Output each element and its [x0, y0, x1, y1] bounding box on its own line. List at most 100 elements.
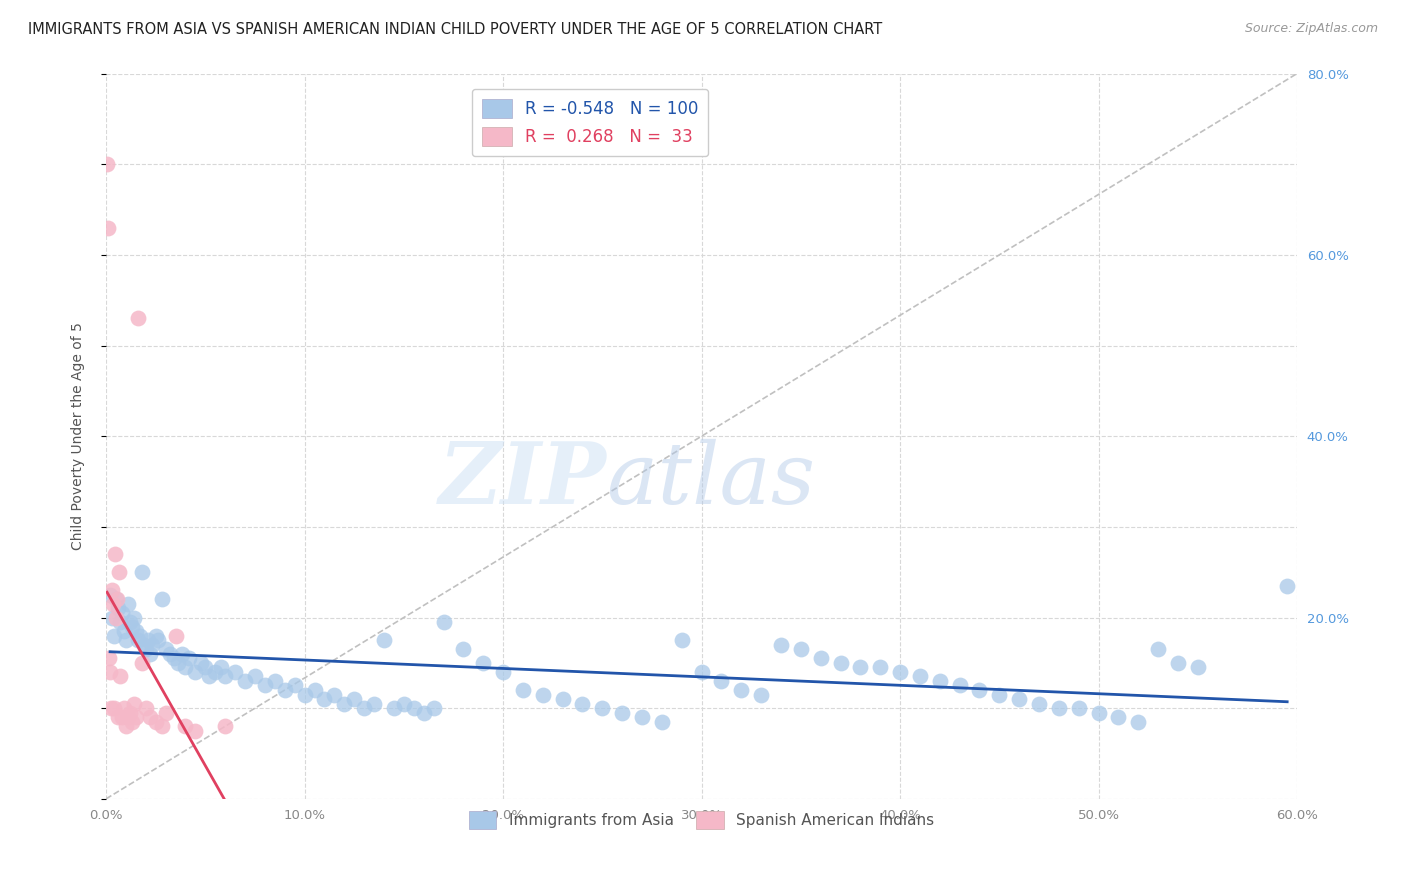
Point: [671, 633, 693, 648]
Point: [127, 633, 149, 648]
Point: [112, 624, 135, 639]
Point: [353, 701, 375, 715]
Point: [294, 688, 316, 702]
Point: [591, 701, 613, 715]
Point: [749, 688, 772, 702]
Point: [198, 669, 221, 683]
Point: [111, 606, 134, 620]
Point: [1067, 701, 1090, 715]
Text: IMMIGRANTS FROM ASIA VS SPANISH AMERICAN INDIAN CHILD POVERTY UNDER THE AGE OF 5: IMMIGRANTS FROM ASIA VS SPANISH AMERICAN…: [28, 22, 883, 37]
Point: [453, 642, 475, 657]
Point: [108, 669, 131, 683]
Point: [98, 665, 121, 679]
Point: [103, 629, 125, 643]
Point: [1187, 660, 1209, 674]
Point: [233, 673, 256, 688]
Point: [769, 638, 792, 652]
Point: [969, 683, 991, 698]
Point: [115, 719, 138, 733]
Point: [174, 660, 197, 674]
Point: [107, 601, 129, 615]
Point: [284, 678, 307, 692]
Point: [333, 697, 356, 711]
Point: [571, 697, 593, 711]
Point: [125, 624, 148, 639]
Point: [612, 706, 634, 720]
Point: [988, 688, 1011, 702]
Point: [382, 701, 405, 715]
Point: [107, 710, 129, 724]
Point: [101, 610, 124, 624]
Point: [263, 673, 285, 688]
Point: [155, 642, 177, 657]
Text: atlas: atlas: [606, 438, 815, 521]
Point: [150, 719, 173, 733]
Point: [135, 701, 157, 715]
Point: [1107, 710, 1129, 724]
Point: [98, 588, 121, 602]
Point: [125, 710, 148, 724]
Point: [117, 597, 139, 611]
Point: [112, 701, 135, 715]
Point: [179, 651, 201, 665]
Point: [136, 633, 159, 648]
Point: [422, 701, 444, 715]
Point: [146, 633, 169, 648]
Point: [830, 656, 852, 670]
Point: [184, 665, 207, 679]
Point: [1087, 706, 1109, 720]
Point: [100, 701, 122, 715]
Point: [363, 697, 385, 711]
Point: [323, 688, 346, 702]
Point: [928, 673, 950, 688]
Text: ZIP: ZIP: [439, 438, 606, 522]
Point: [122, 697, 145, 711]
Point: [1047, 701, 1070, 715]
Point: [531, 688, 554, 702]
Point: [121, 619, 143, 633]
Point: [224, 665, 246, 679]
Y-axis label: Child Poverty Under the Age of 5: Child Poverty Under the Age of 5: [72, 322, 86, 550]
Point: [412, 706, 434, 720]
Point: [214, 669, 236, 683]
Point: [253, 678, 276, 692]
Point: [170, 647, 193, 661]
Point: [104, 547, 127, 561]
Point: [690, 665, 713, 679]
Point: [166, 656, 188, 670]
Point: [402, 701, 425, 715]
Point: [139, 647, 162, 661]
Point: [730, 683, 752, 698]
Point: [121, 714, 143, 729]
Point: [1028, 697, 1050, 711]
Point: [141, 638, 163, 652]
Point: [132, 638, 155, 652]
Point: [432, 615, 454, 629]
Point: [304, 683, 326, 698]
Point: [159, 647, 181, 661]
Point: [1128, 714, 1150, 729]
Point: [105, 592, 128, 607]
Point: [127, 311, 149, 326]
Point: [243, 669, 266, 683]
Point: [373, 633, 395, 648]
Point: [1167, 656, 1189, 670]
Point: [204, 665, 226, 679]
Point: [135, 642, 157, 657]
Point: [949, 678, 972, 692]
Point: [790, 642, 813, 657]
Point: [810, 651, 832, 665]
Point: [155, 706, 177, 720]
Point: [105, 610, 128, 624]
Point: [1008, 692, 1031, 706]
Point: [108, 565, 131, 579]
Point: [849, 660, 872, 674]
Legend: Immigrants from Asia, Spanish American Indians: Immigrants from Asia, Spanish American I…: [463, 805, 941, 835]
Point: [128, 629, 150, 643]
Point: [214, 719, 236, 733]
Point: [512, 683, 534, 698]
Point: [111, 710, 134, 724]
Point: [174, 719, 197, 733]
Point: [139, 710, 162, 724]
Point: [274, 683, 297, 698]
